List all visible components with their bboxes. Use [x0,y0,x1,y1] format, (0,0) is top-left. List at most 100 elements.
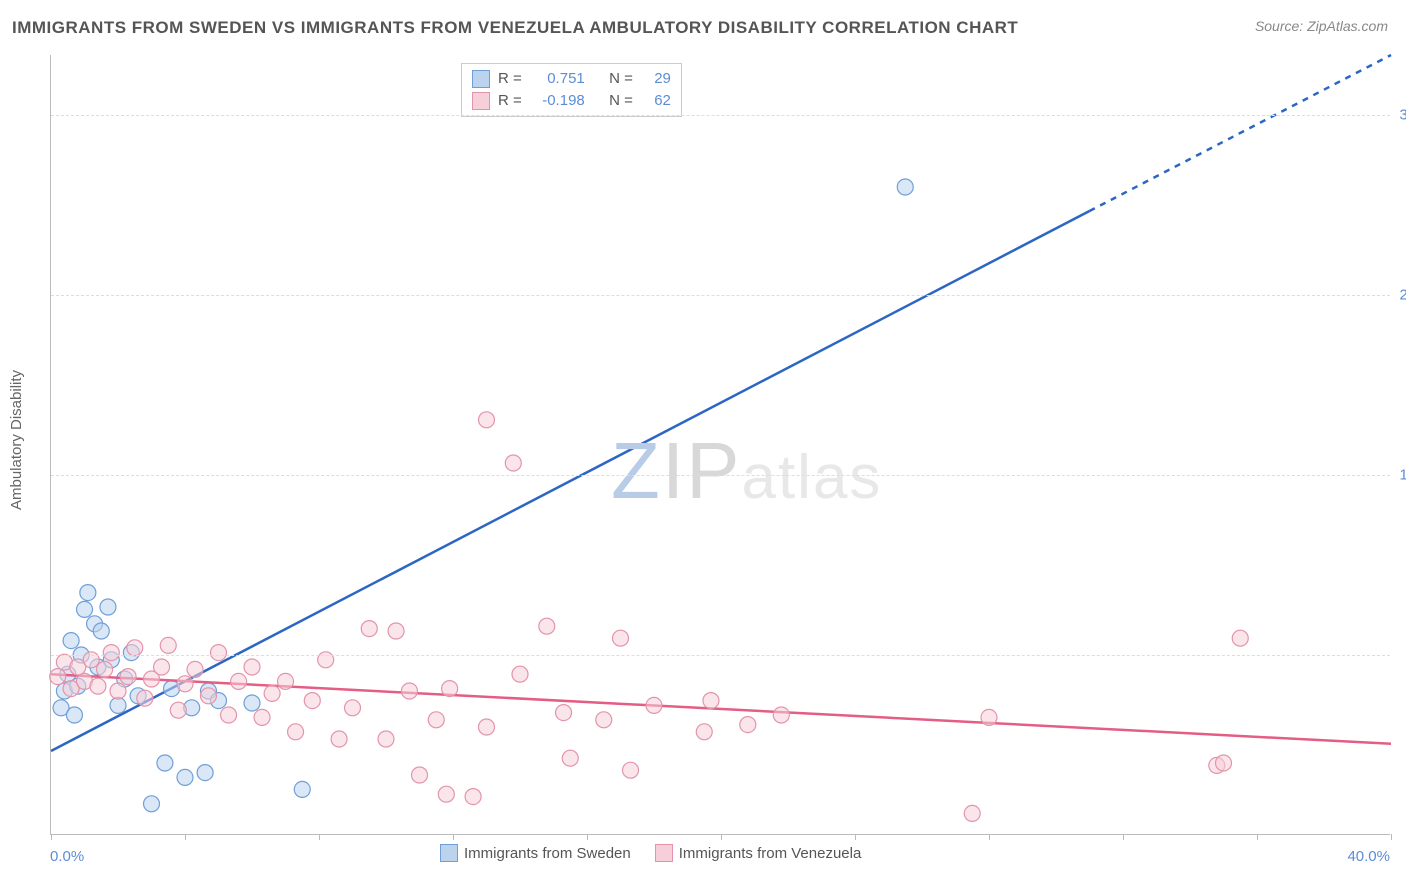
sweden-regression-line [51,211,1090,751]
gridline [51,115,1390,116]
plot-area: R =0.751 N =29R =-0.198 N =62 ZIPatlas 7… [50,55,1390,835]
sweden-point [63,633,79,649]
x-tick [453,834,454,840]
x-tick [1391,834,1392,840]
sweden-point [77,601,93,617]
legend-n-value: 62 [641,90,671,112]
venezuela-point [103,645,119,661]
legend-n-label: N = [609,90,633,112]
page-title: IMMIGRANTS FROM SWEDEN VS IMMIGRANTS FRO… [12,18,1018,38]
chart-svg [51,55,1390,834]
x-axis-min-label: 0.0% [50,848,84,865]
legend-item-label: Immigrants from Venezuela [679,845,862,862]
sweden-point [144,796,160,812]
x-axis-max-label: 40.0% [1347,848,1390,865]
legend-row-venezuela: R = -0.198 N = 62 [472,90,671,112]
venezuela-point [244,659,260,675]
legend-swatch-icon [472,92,490,110]
x-tick [51,834,52,840]
venezuela-point [505,455,521,471]
venezuela-point [254,709,270,725]
sweden-point [197,765,213,781]
venezuela-point [562,750,578,766]
venezuela-point [428,712,444,728]
venezuela-point [596,712,612,728]
x-tick [855,834,856,840]
venezuela-point [120,669,136,685]
venezuela-point [288,724,304,740]
x-tick [989,834,990,840]
x-tick [185,834,186,840]
venezuela-point [160,637,176,653]
venezuela-point [97,661,113,677]
venezuela-point [264,685,280,701]
x-tick [721,834,722,840]
venezuela-point [378,731,394,747]
venezuela-point [1232,630,1248,646]
legend-r-label: R = [498,90,522,112]
gridline [51,475,1390,476]
legend-swatch-icon [655,844,673,862]
venezuela-point [964,805,980,821]
y-tick-label: 15.0% [1399,467,1406,484]
source-text: Source: ZipAtlas.com [1255,18,1388,34]
venezuela-point [187,661,203,677]
venezuela-point [170,702,186,718]
sweden-point [897,179,913,195]
venezuela-point [110,683,126,699]
legend-n-label: N = [609,68,633,90]
legend-item-sweden: Immigrants from Sweden [440,844,631,862]
venezuela-point [479,719,495,735]
venezuela-point [278,673,294,689]
legend-r-value: 0.751 [530,68,585,90]
legend-item-venezuela: Immigrants from Venezuela [655,844,862,862]
y-tick-label: 30.0% [1399,107,1406,124]
venezuela-point [465,789,481,805]
y-axis-title: Ambulatory Disability [8,370,25,510]
venezuela-point [981,709,997,725]
venezuela-point [773,707,789,723]
venezuela-point [221,707,237,723]
venezuela-point [50,669,66,685]
venezuela-point [200,688,216,704]
venezuela-point [127,640,143,656]
legend-correlation: R =0.751 N =29R = -0.198 N = 62 [461,63,682,117]
venezuela-point [479,412,495,428]
venezuela-point [442,681,458,697]
venezuela-point [623,762,639,778]
y-tick-label: 22.5% [1399,287,1406,304]
venezuela-point [345,700,361,716]
x-tick [1123,834,1124,840]
x-tick [587,834,588,840]
venezuela-point [556,705,572,721]
venezuela-point [646,697,662,713]
venezuela-point [696,724,712,740]
venezuela-point [512,666,528,682]
legend-r-value: -0.198 [530,90,585,112]
venezuela-point [361,621,377,637]
venezuela-point [1216,755,1232,771]
legend-row-sweden: R =0.751 N =29 [472,68,671,90]
sweden-point [294,781,310,797]
sweden-point [110,697,126,713]
sweden-regression-line-dashed [1090,55,1392,211]
venezuela-point [231,673,247,689]
gridline [51,655,1390,656]
x-tick [1257,834,1258,840]
venezuela-point [703,693,719,709]
legend-swatch-icon [440,844,458,862]
gridline [51,295,1390,296]
venezuela-point [90,678,106,694]
sweden-point [93,623,109,639]
venezuela-point [388,623,404,639]
venezuela-point [137,690,153,706]
sweden-point [157,755,173,771]
venezuela-point [740,717,756,733]
legend-item-label: Immigrants from Sweden [464,845,631,862]
sweden-point [66,707,82,723]
legend-swatch-icon [472,70,490,88]
legend-series: Immigrants from Sweden Immigrants from Ve… [440,844,861,862]
venezuela-point [412,767,428,783]
venezuela-point [438,786,454,802]
sweden-point [80,585,96,601]
